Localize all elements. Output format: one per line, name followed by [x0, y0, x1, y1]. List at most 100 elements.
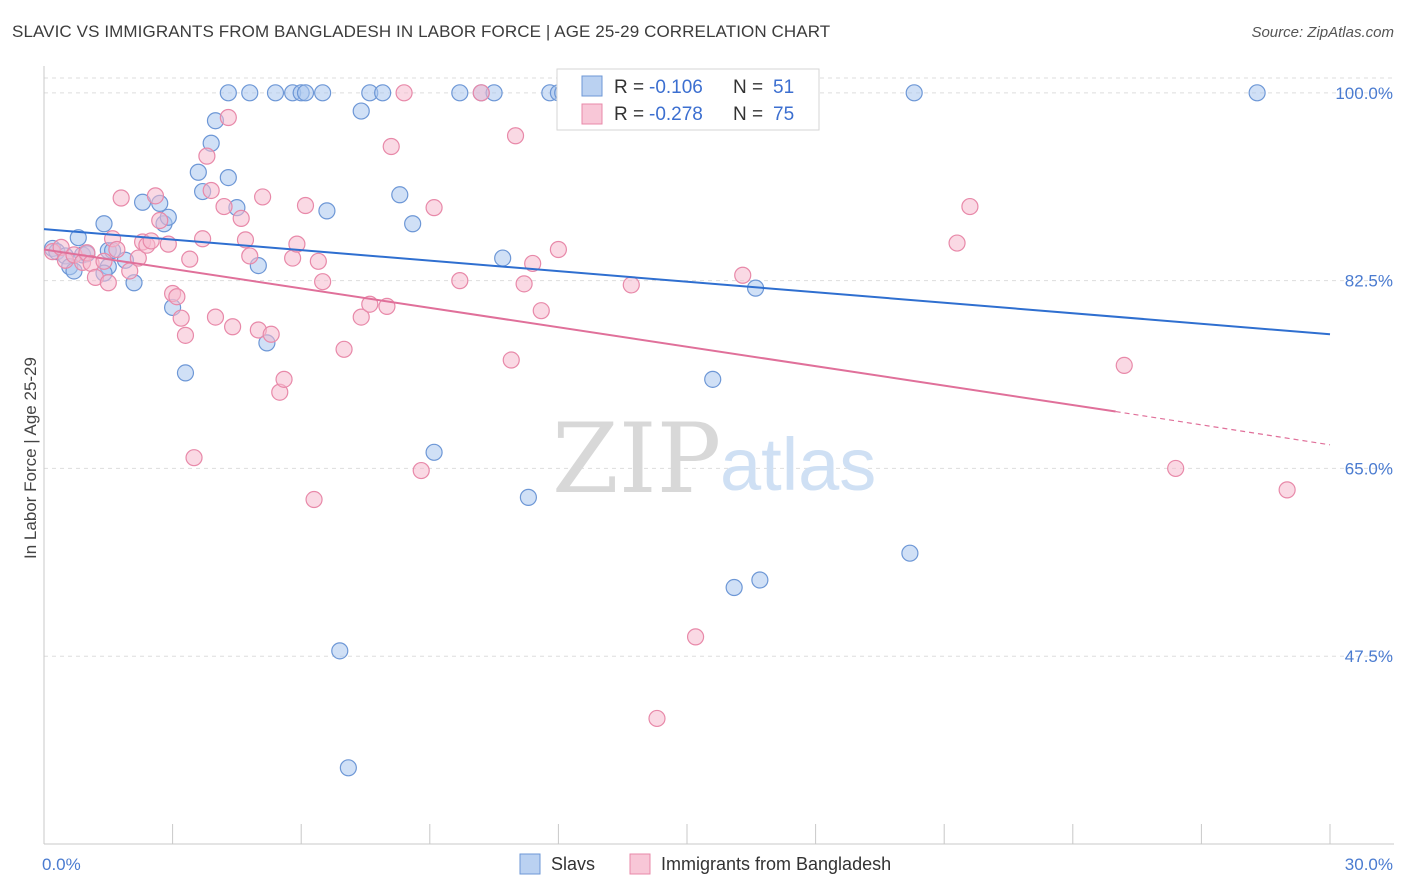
stats-legend-r-label: R =: [614, 104, 644, 125]
bangladesh-point: [108, 240, 126, 259]
bangladesh-point: [112, 189, 130, 207]
stats-legend-n-label: N =: [733, 77, 763, 98]
slavs-point: [751, 571, 769, 589]
bangladesh-point: [254, 188, 272, 206]
bangladesh-point: [219, 108, 237, 127]
bangladesh-point: [451, 272, 469, 290]
slavs-point: [374, 84, 392, 102]
source-label: Source: ZipAtlas.com: [1251, 24, 1394, 41]
x-tick-label: 0.0%: [42, 855, 81, 874]
bangladesh-point: [425, 199, 443, 217]
slavs-point: [905, 84, 923, 102]
bangladesh-point: [524, 254, 542, 273]
y-tick-label: 47.5%: [1345, 647, 1393, 666]
slavs-point: [1248, 84, 1266, 102]
bangladesh-point: [206, 308, 225, 326]
bangladesh-point: [296, 196, 315, 215]
bangladesh-point: [185, 449, 203, 467]
stats-legend: R = -0.106 N = 51 R = -0.278 N = 75: [556, 68, 820, 131]
series-legend-bangladesh: Immigrants from Bangladesh: [661, 854, 891, 874]
bangladesh-point: [622, 276, 640, 294]
bangladesh-point: [142, 232, 160, 250]
bangladesh-point: [241, 247, 259, 265]
slavs-point: [404, 215, 422, 233]
bangladesh-point: [502, 351, 520, 369]
bangladesh-point: [236, 231, 255, 249]
bangladesh-point: [1115, 356, 1133, 374]
slavs-point: [176, 364, 195, 382]
bangladesh-point: [202, 181, 220, 200]
axes: [43, 66, 1394, 845]
bangladesh-point: [146, 187, 165, 205]
slavs-point: [451, 84, 469, 102]
bangladesh-point: [176, 326, 195, 344]
bangladesh-point: [305, 490, 323, 509]
series-legend: Slavs Immigrants from Bangladesh: [519, 853, 891, 875]
x-tick-label: 30.0%: [1345, 855, 1393, 874]
slavs-trend-line: [43, 228, 1331, 336]
slavs-point: [241, 84, 259, 102]
slavs-point: [425, 443, 443, 461]
bangladesh-point: [99, 274, 117, 292]
bangladesh-point: [262, 325, 280, 343]
stats-legend-n-value: 75: [773, 104, 794, 125]
bangladesh-point: [172, 309, 190, 327]
bangladesh-point: [224, 318, 242, 336]
bangladesh-point: [129, 249, 147, 267]
bangladesh-trend-line: [43, 248, 1116, 413]
bangladesh-point: [314, 273, 332, 291]
stats-legend-r-value: -0.106: [649, 77, 703, 98]
bangladesh-point: [181, 250, 199, 268]
bangladesh-point: [215, 197, 233, 216]
y-axis-label: In Labor Force | Age 25-29: [21, 357, 40, 559]
series-legend-slavs: Slavs: [551, 854, 595, 874]
slavs-point: [95, 215, 113, 233]
slavs-point: [69, 229, 87, 247]
bangladesh-point: [1167, 459, 1185, 478]
y-tick-label: 65.0%: [1345, 459, 1393, 478]
stats-legend-r-value: -0.278: [649, 104, 703, 125]
bangladesh-point: [686, 628, 705, 646]
grid-lines: [44, 77, 1394, 657]
bangladesh-point: [961, 197, 979, 216]
series-legend-swatch-bangladesh: [629, 853, 651, 875]
bangladesh-point: [288, 235, 306, 253]
chart-title: SLAVIC VS IMMIGRANTS FROM BANGLADESH IN …: [12, 22, 831, 41]
stats-legend-swatch-slavs: [581, 75, 603, 97]
bangladesh-point: [382, 137, 400, 156]
bangladesh-point: [549, 240, 568, 259]
bangladesh-point: [275, 370, 293, 388]
bangladesh-point: [232, 209, 250, 227]
slavs-point: [704, 370, 722, 388]
bangladesh-point: [472, 84, 490, 102]
bangladesh-point: [168, 288, 186, 306]
stats-legend-n-label: N =: [733, 104, 763, 125]
bangladesh-point: [335, 340, 353, 358]
slavs-point: [391, 186, 409, 204]
bangladesh-point: [648, 709, 666, 728]
slavs-point: [219, 169, 237, 187]
bangladesh-point: [1278, 481, 1296, 499]
bangladesh-point: [532, 302, 550, 320]
bangladesh-point: [95, 252, 113, 270]
stats-legend-r-label: R =: [614, 77, 644, 98]
bangladesh-point: [506, 127, 525, 145]
y-tick-label: 82.5%: [1345, 272, 1393, 291]
slavs-point: [352, 102, 370, 120]
bangladesh-point: [734, 266, 752, 284]
tick-labels: 100.0% 82.5% 65.0% 47.5% 0.0% 30.0%: [42, 84, 1393, 874]
slavs-point: [494, 249, 512, 267]
stats-legend-n-value: 51: [773, 77, 794, 98]
slavs-point: [266, 84, 285, 102]
bangladesh-trend-extension: [1115, 410, 1331, 446]
bangladesh-point: [309, 252, 327, 270]
slavs-point: [314, 84, 332, 102]
y-tick-label: 100.0%: [1335, 84, 1393, 103]
slavs-point: [219, 84, 237, 102]
slavs-point: [901, 544, 919, 562]
bangladesh-point: [515, 275, 533, 293]
slavs-point: [189, 163, 207, 181]
bangladesh-point: [151, 211, 169, 230]
watermark-zip: ZIP: [552, 403, 721, 515]
